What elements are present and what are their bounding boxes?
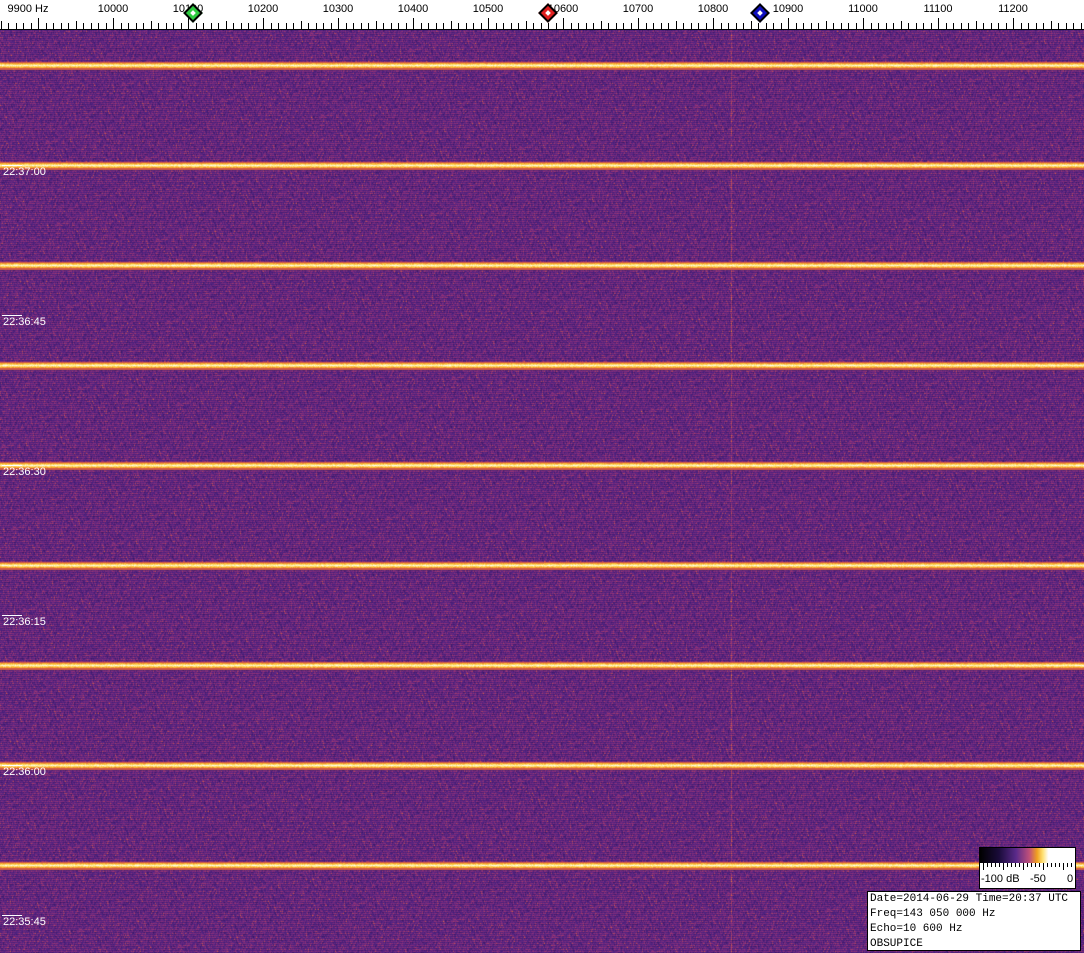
frequency-tick-label: 9900 Hz (7, 3, 49, 15)
info-box: Date=2014-06-29 Time=20:37 UTC Freq=143 … (867, 891, 1081, 951)
colorbar-tick: -50 (1030, 873, 1046, 885)
frequency-tick-label: 11100 (923, 3, 953, 15)
frequency-tick-label: 10800 (697, 3, 729, 15)
spectrogram-canvas[interactable] (0, 30, 1084, 953)
frequency-tick-label: 10300 (322, 3, 354, 15)
time-tick-label: 22:36:15 (3, 616, 46, 628)
frequency-tick-label: 10700 (622, 3, 654, 15)
time-tick-label: 22:36:45 (3, 316, 46, 328)
info-date-time: Date=2014-06-29 Time=20:37 UTC (870, 893, 1069, 905)
info-frequency: Freq=143 050 000 Hz (870, 908, 996, 920)
color-scale-legend: -100 dB -50 0 (979, 847, 1076, 889)
colorbar-ticks (983, 863, 1072, 870)
colorbar-tick: -100 dB (981, 873, 1020, 885)
frequency-ticks (0, 18, 1084, 30)
colorbar-tick: 0 (1067, 873, 1074, 885)
time-tick-label: 22:36:00 (3, 766, 46, 778)
time-tick (2, 615, 22, 616)
time-tick (2, 915, 22, 916)
info-echo: Echo=10 600 Hz (870, 923, 963, 935)
info-station: OBSUPICE (870, 938, 923, 950)
color-gradient (980, 848, 1075, 863)
time-tick-label: 22:35:45 (3, 916, 46, 928)
frequency-tick-label: 10200 (247, 3, 279, 15)
frequency-tick-label: 11200 (998, 3, 1028, 15)
frequency-tick-label: 11000 (848, 3, 878, 15)
frequency-tick-label: 10900 (772, 3, 804, 15)
time-tick (2, 165, 22, 166)
frequency-tick-label: 10400 (397, 3, 429, 15)
time-tick-label: 22:36:30 (3, 466, 46, 478)
frequency-tick-label: 10000 (97, 3, 129, 15)
time-tick (2, 315, 22, 316)
time-tick-label: 22:37:00 (3, 166, 46, 178)
time-tick (2, 765, 22, 766)
frequency-tick-label: 10500 (472, 3, 504, 15)
time-tick (2, 465, 22, 466)
frequency-axis: 9900 Hz100001010010200103001040010500106… (0, 0, 1084, 30)
